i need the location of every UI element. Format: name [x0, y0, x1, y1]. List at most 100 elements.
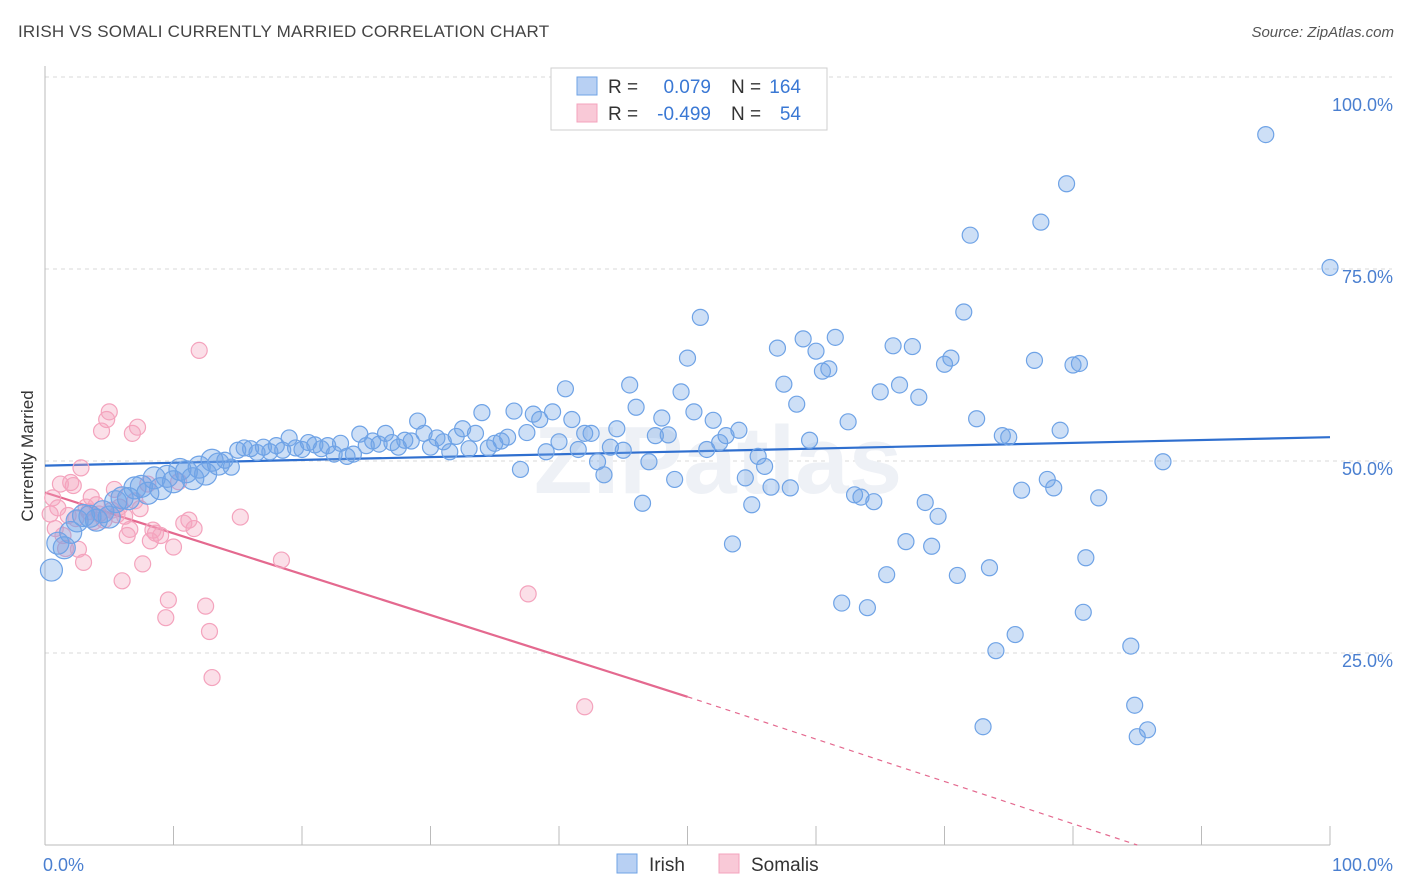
irish-point — [974, 718, 992, 736]
irish-legend-label: Irish — [649, 855, 685, 876]
irish-point — [910, 388, 928, 406]
irish-point — [1321, 258, 1339, 277]
irish-bottom-swatch — [616, 853, 638, 874]
irish-point — [142, 466, 166, 490]
irish-point — [749, 447, 767, 465]
irish-point — [454, 420, 472, 438]
irish-point — [376, 424, 395, 442]
y-tick-label: 75.0% — [1342, 267, 1393, 287]
irish-point — [800, 431, 819, 449]
irish-point — [711, 433, 729, 452]
irish-point — [601, 438, 620, 456]
irish-point — [980, 559, 999, 577]
source-note: Source: ZipAtlas.com — [1251, 24, 1394, 41]
somali-point — [164, 538, 183, 556]
gridlines — [45, 76, 1392, 654]
irish-point — [174, 460, 198, 484]
somali-legend-label: Somalis — [751, 855, 819, 876]
somali-point — [72, 459, 90, 477]
irish-point — [52, 536, 76, 560]
irish-point — [723, 535, 742, 553]
somali-point — [121, 520, 139, 538]
irish-point — [1032, 213, 1050, 231]
irish-point — [1064, 356, 1082, 374]
legend-r-label-1: R = — [608, 77, 638, 98]
irish-points — [39, 126, 1339, 746]
irish-point — [344, 445, 362, 463]
irish-point — [129, 474, 153, 498]
irish-point — [762, 478, 780, 496]
irish-point — [235, 439, 253, 457]
irish-point — [499, 428, 517, 446]
somali-point — [157, 609, 175, 627]
somali-trend-extension — [687, 696, 1138, 846]
irish-point — [181, 467, 205, 491]
irish-point — [537, 443, 555, 461]
irish-point — [402, 432, 420, 450]
irish-point — [1126, 696, 1144, 714]
irish-point — [71, 503, 96, 528]
legend-r-value-2: -0.499 — [657, 104, 711, 125]
somali-point — [185, 519, 203, 538]
irish-point — [518, 423, 536, 442]
irish-point — [627, 398, 645, 416]
irish-point — [505, 402, 523, 420]
legend-n-label-2: N = — [731, 104, 761, 125]
irish-point — [110, 486, 134, 510]
somali-trend-line — [44, 491, 688, 698]
irish-point — [434, 433, 452, 451]
legend-n-label-1: N = — [731, 77, 761, 98]
irish-point — [78, 504, 102, 528]
irish-point — [826, 328, 844, 346]
somali-point — [56, 539, 75, 558]
somali-points — [41, 341, 594, 716]
legend-r-value-1: 0.079 — [663, 77, 711, 98]
somali-point — [175, 514, 193, 532]
irish-point — [942, 349, 960, 367]
somali-point — [231, 508, 249, 526]
irish-point — [884, 337, 902, 355]
y-axis-title: Currently Married — [18, 390, 37, 521]
somali-point — [152, 526, 170, 545]
irish-point — [576, 424, 594, 442]
irish-point — [640, 453, 658, 471]
somali-point — [203, 668, 221, 687]
irish-point — [781, 479, 799, 497]
irish-point — [1051, 421, 1069, 439]
irish-point — [608, 420, 626, 438]
irish-point — [833, 594, 851, 612]
somali-point — [190, 341, 208, 360]
somali-point — [74, 553, 93, 571]
correlation-legend: R = 0.079 N = 164 R = -0.499 N = 54 — [550, 67, 828, 131]
x-tick-label: 100.0% — [1332, 855, 1393, 875]
irish-point — [149, 477, 173, 501]
irish-point — [1090, 489, 1108, 507]
irish-point — [653, 409, 671, 427]
somali-point — [576, 698, 594, 716]
irish-point — [993, 427, 1011, 445]
somali-point — [200, 622, 219, 641]
irish-point — [1138, 721, 1157, 739]
irish-point — [550, 433, 568, 451]
somali-point — [54, 526, 72, 545]
irish-point — [1122, 637, 1140, 655]
irish-point — [935, 355, 954, 373]
irish-point — [871, 383, 889, 401]
irish-point — [736, 469, 754, 487]
series-legend: Irish Somalis — [616, 853, 819, 876]
irish-point — [1077, 549, 1095, 567]
somali-point — [170, 473, 188, 491]
irish-point — [614, 441, 632, 459]
irish-point — [1154, 453, 1172, 471]
irish-point — [948, 566, 966, 585]
irish-point — [775, 375, 793, 393]
somali-point — [134, 555, 152, 573]
irish-point — [878, 566, 896, 584]
irish-point — [955, 303, 973, 321]
irish-point — [286, 439, 305, 457]
irish-point — [968, 410, 986, 428]
legend-n-value-1: 164 — [769, 77, 801, 98]
irish-point — [1074, 603, 1092, 621]
irish-point — [200, 448, 224, 472]
legend-n-value-2: 54 — [780, 104, 802, 125]
